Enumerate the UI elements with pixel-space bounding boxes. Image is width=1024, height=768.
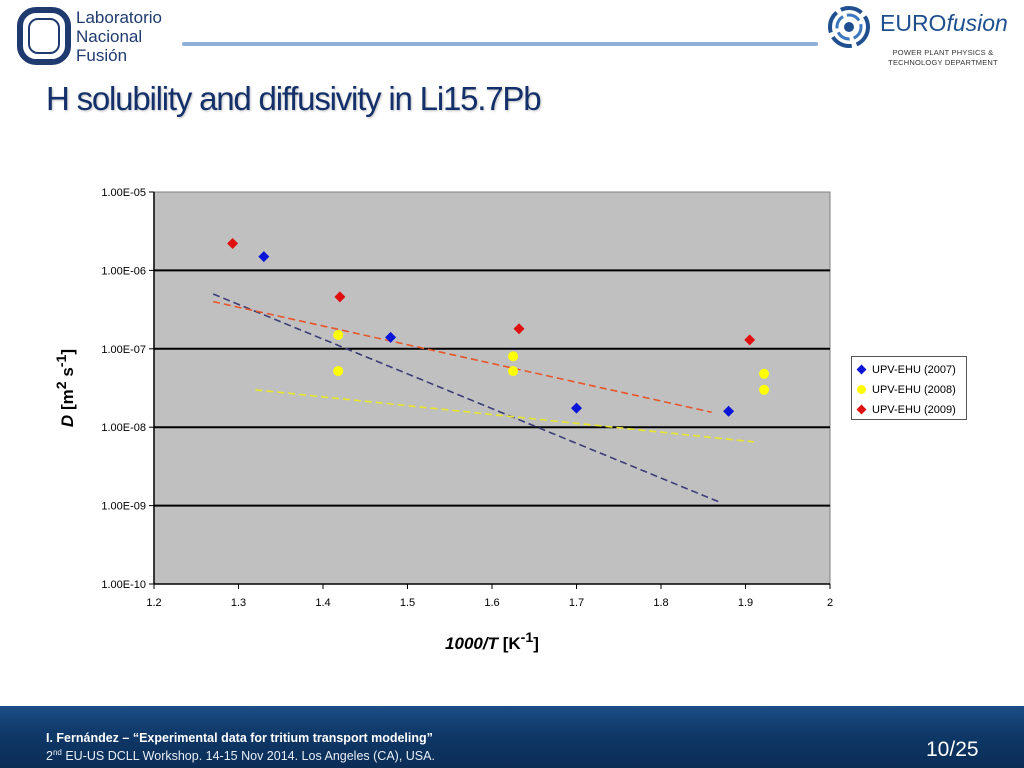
blue-diamond-icon — [856, 364, 868, 376]
lnf-line3: Fusión — [76, 46, 128, 65]
x-tick-label: 1.4 — [315, 597, 330, 609]
data-point-series-1 — [508, 351, 519, 362]
data-point-series-0 — [723, 405, 735, 417]
data-point-series-1 — [759, 368, 770, 379]
footer-event-ordinal: 2 — [46, 749, 53, 764]
y-tick-label: 1.00E-08 — [101, 422, 146, 434]
x-tick-label: 1.3 — [231, 597, 246, 609]
page-number: 10/25 — [926, 738, 979, 761]
data-point-series-1 — [508, 366, 519, 377]
footer-talk-title: “Experimental data for tritium transport… — [132, 731, 433, 745]
data-point-series-1 — [333, 366, 344, 377]
data-point-series-2 — [513, 323, 525, 335]
legend-item-2007: UPV-EHU (2007) — [856, 360, 966, 380]
data-point-series-0 — [258, 251, 270, 263]
footer-event-rest: EU-US DCLL Workshop. 14-15 Nov 2014. Los… — [61, 749, 435, 764]
trendline-series-1 — [255, 388, 755, 443]
y-axis-unit-exp2: -1 — [54, 354, 71, 368]
data-point-series-0 — [571, 402, 582, 414]
diffusivity-chart: 1.00E-10 1.00E-09 1.00E-08 1.00E-07 1.00E-06… — [101, 187, 833, 609]
y-axis-unit-open: [m — [57, 389, 77, 411]
y-tick-label: 1.00E-07 — [101, 344, 146, 356]
department-line1: POWER PLANT PHYSICS & — [892, 48, 994, 57]
legend-label-2007: UPV-EHU (2007) — [872, 364, 956, 376]
eurofusion-euro: EURO — [880, 10, 947, 36]
x-axis-variable: 1000/T — [445, 633, 498, 653]
department-line2: TECHNOLOGY DEPARTMENT — [888, 58, 998, 67]
yellow-circle-icon — [856, 384, 868, 396]
lnf-emblem-icon — [17, 7, 71, 65]
lnf-line2: Nacional — [76, 27, 143, 46]
legend-label-2008: UPV-EHU (2008) — [872, 384, 956, 396]
y-tick-label: 1.00E-05 — [101, 187, 146, 199]
y-axis-unit-mid: s — [57, 367, 77, 382]
data-point-series-2 — [744, 334, 756, 346]
trendline-series-2 — [212, 300, 712, 414]
y-tick-label: 1.00E-10 — [101, 579, 146, 591]
legend-label-2009: UPV-EHU (2009) — [872, 404, 956, 416]
data-point-series-1 — [333, 329, 344, 340]
x-tick-label: 1.8 — [653, 597, 668, 609]
eurofusion-logo: EUROfusion POWER PLANT PHYSICS & TECHNOL… — [826, 4, 1016, 70]
eurofusion-fusion: fusion — [946, 10, 1008, 36]
y-axis-unit-close: ] — [57, 348, 77, 355]
footer-author: I. Fernández – — [46, 731, 133, 745]
footer-event-suffix: nd — [52, 748, 62, 757]
x-axis-label: 1000/T [K-1] — [445, 630, 539, 654]
x-tick-label: 1.5 — [400, 597, 415, 609]
footer-credit: I. Fernández – “Experimental data for tr… — [46, 731, 433, 745]
lnf-line1: Laboratorio — [76, 8, 163, 27]
x-tick-label: 1.2 — [146, 597, 161, 609]
header-divider — [182, 42, 818, 46]
x-axis-unit-close: ] — [533, 633, 539, 653]
lnf-wordmark: Laboratorio Nacional Fusión — [76, 8, 162, 65]
y-tick-label: 1.00E-09 — [101, 501, 146, 513]
slide-title: H solubility and diffusivity in Li15.7Pb — [46, 80, 542, 117]
data-point-series-2 — [227, 238, 239, 250]
legend-item-2009: UPV-EHU (2009) — [856, 400, 966, 420]
data-point-series-1 — [759, 384, 770, 395]
y-axis-label: D [m2 s-1] — [54, 349, 78, 427]
x-axis-unit-exp: -1 — [520, 630, 534, 647]
eurofusion-emblem-icon — [828, 6, 870, 48]
plot-area — [153, 191, 831, 585]
y-axis-variable: D — [57, 414, 77, 428]
data-point-series-2 — [334, 291, 346, 303]
department-name: POWER PLANT PHYSICS & TECHNOLOGY DEPARTM… — [870, 48, 1016, 68]
legend-item-2008: UPV-EHU (2008) — [856, 380, 966, 400]
x-tick-label: 2 — [827, 597, 833, 609]
x-tick-label: 1.7 — [569, 597, 584, 609]
chart-legend: UPV-EHU (2007) UPV-EHU (2008) UPV-EHU (2… — [851, 356, 967, 420]
x-axis-unit: [K — [502, 633, 521, 653]
data-point-series-0 — [385, 331, 397, 343]
y-tick-label: 1.00E-06 — [101, 265, 146, 277]
eurofusion-wordmark: EUROfusion — [880, 10, 1008, 37]
footer-bar: I. Fernández – “Experimental data for tr… — [0, 706, 1024, 768]
x-tick-label: 1.6 — [484, 597, 499, 609]
red-diamond-icon — [856, 404, 868, 416]
trendline-series-0 — [212, 293, 721, 504]
lnf-logo: Laboratorio Nacional Fusión — [16, 6, 181, 66]
x-tick-label: 1.9 — [738, 597, 753, 609]
footer-event: 2nd EU-US DCLL Workshop. 14-15 Nov 2014.… — [46, 748, 435, 763]
y-axis-unit-exp1: 2 — [54, 381, 71, 390]
